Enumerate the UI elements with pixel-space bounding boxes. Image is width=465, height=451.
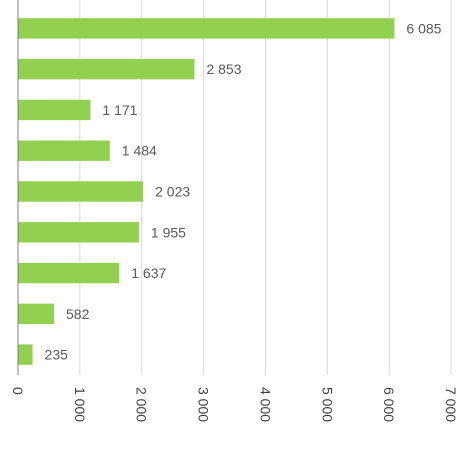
x-tick-label: 2 000 bbox=[134, 387, 150, 422]
data-label: 582 bbox=[66, 306, 90, 322]
bar bbox=[18, 140, 110, 161]
data-label: 1 171 bbox=[102, 102, 137, 118]
x-tick-label: 7 000 bbox=[443, 387, 459, 422]
data-label: 2 853 bbox=[206, 61, 241, 77]
x-tick-label: 6 000 bbox=[381, 387, 397, 422]
data-label: 235 bbox=[45, 347, 69, 363]
data-label: 1 637 bbox=[131, 265, 166, 281]
data-labels: 6 085 2 853 1 171 1 484 2 023 1 955 1 637 582 23… bbox=[45, 20, 442, 362]
bars bbox=[18, 18, 395, 365]
x-tick-label: 0 bbox=[10, 387, 26, 395]
x-tick-label: 4 000 bbox=[257, 387, 273, 422]
x-tick-labels: 0 1 000 2 000 3 000 4 000 5 000 6 000 7 000 bbox=[10, 387, 459, 422]
x-tick-label: 3 000 bbox=[196, 387, 212, 422]
x-tick-label: 1 000 bbox=[72, 387, 88, 422]
bar bbox=[18, 303, 55, 325]
bar bbox=[18, 344, 33, 365]
data-label: 6 085 bbox=[406, 20, 441, 36]
bar bbox=[18, 222, 139, 243]
data-label: 1 484 bbox=[122, 143, 157, 159]
bar bbox=[18, 181, 144, 202]
x-tick-label: 5 000 bbox=[319, 387, 335, 422]
bar bbox=[18, 58, 195, 80]
bar bbox=[18, 262, 120, 284]
bar bbox=[18, 99, 91, 121]
bar bbox=[18, 18, 395, 39]
data-label: 2 023 bbox=[155, 184, 190, 200]
data-label: 1 955 bbox=[151, 224, 186, 240]
